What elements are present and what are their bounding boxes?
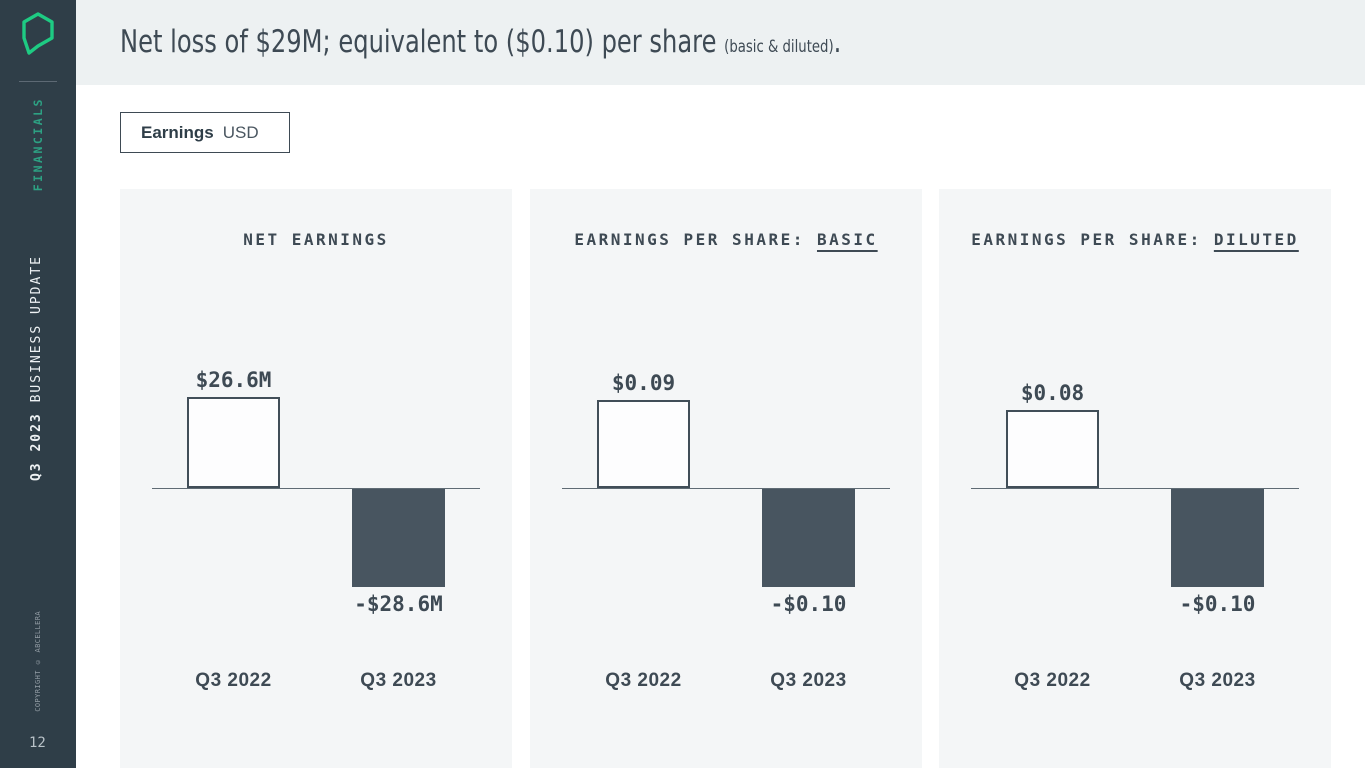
header-band: Net loss of $29M; equivalent to ($0.10) … xyxy=(76,0,1365,85)
chart-panel-eps-diluted: EARNINGS PER SHARE: DILUTED $0.08 Q3 2022… xyxy=(939,189,1331,768)
bar-value-label: -$0.10 xyxy=(770,592,847,616)
bar-value-label: $0.08 xyxy=(1020,381,1085,405)
category-label: Q3 2022 xyxy=(605,670,682,691)
chart-title: EARNINGS PER SHARE: BASIC xyxy=(530,230,922,249)
chart-title-text: NET EARNINGS xyxy=(243,230,389,249)
bar-value-label: $26.6M xyxy=(195,368,272,392)
chart-title-emphasis: BASIC xyxy=(816,230,878,249)
slide-title-small: (basic & diluted) xyxy=(724,37,834,57)
chart-title-emphasis: DILUTED xyxy=(1213,230,1299,249)
x-axis-line xyxy=(562,488,890,489)
deck-title-quarter: Q3 2023 xyxy=(29,412,44,482)
chart-title-text: EARNINGS PER SHARE: xyxy=(971,230,1214,249)
sidebar-deck-title: Q3 2023 BUSINESS UPDATE xyxy=(29,255,44,481)
earnings-tab-currency: USD xyxy=(222,122,259,142)
positive-bar-q3-2022 xyxy=(1006,410,1099,488)
earnings-tab-label: Earnings xyxy=(141,122,214,142)
category-label: Q3 2023 xyxy=(1179,670,1256,691)
slide-title-main: Net loss of $29M; equivalent to ($0.10) … xyxy=(120,24,725,60)
bar-value-label: -$0.10 xyxy=(1179,592,1256,616)
hexagon-logo-icon xyxy=(19,11,57,55)
category-label: Q3 2023 xyxy=(360,670,437,691)
negative-bar-q3-2023 xyxy=(352,489,445,587)
chart-title: EARNINGS PER SHARE: DILUTED xyxy=(939,230,1331,249)
copyright-text: COPYRIGHT © ABCELLERA xyxy=(34,611,42,712)
category-label: Q3 2022 xyxy=(195,670,272,691)
chart-panel-net-earnings: NET EARNINGS $26.6M Q3 2022 -$28.6M Q3 2023 xyxy=(120,189,512,768)
chart-title: NET EARNINGS xyxy=(120,230,512,249)
bar-value-label: -$28.6M xyxy=(354,592,443,616)
sidebar-divider xyxy=(19,81,57,82)
sidebar: FINANCIALS Q3 2023 BUSINESS UPDATE COPYR… xyxy=(0,0,76,768)
chart-panel-eps-basic: EARNINGS PER SHARE: BASIC $0.09 Q3 2022 -$… xyxy=(530,189,922,768)
chart-plot-area: $0.08 Q3 2022 -$0.10 Q3 2023 xyxy=(939,189,1331,768)
slide-title-period: . xyxy=(833,24,842,60)
x-axis-line xyxy=(152,488,480,489)
category-label: Q3 2022 xyxy=(1014,670,1091,691)
slide-title: Net loss of $29M; equivalent to ($0.10) … xyxy=(120,24,841,60)
chart-plot-area: $26.6M Q3 2022 -$28.6M Q3 2023 xyxy=(120,189,512,768)
negative-bar-q3-2023 xyxy=(1171,489,1264,587)
positive-bar-q3-2022 xyxy=(597,400,690,488)
x-axis-line xyxy=(971,488,1299,489)
negative-bar-q3-2023 xyxy=(762,489,855,587)
category-label: Q3 2023 xyxy=(770,670,847,691)
bar-value-label: $0.09 xyxy=(611,371,676,395)
earnings-usd-tab[interactable]: Earnings USD xyxy=(120,112,290,153)
deck-title-rest: BUSINESS UPDATE xyxy=(29,255,44,413)
chart-title-text: EARNINGS PER SHARE: xyxy=(574,230,817,249)
sidebar-section-label: FINANCIALS xyxy=(31,97,45,192)
chart-plot-area: $0.09 Q3 2022 -$0.10 Q3 2023 xyxy=(530,189,922,768)
positive-bar-q3-2022 xyxy=(187,397,280,488)
page-number: 12 xyxy=(29,735,46,751)
